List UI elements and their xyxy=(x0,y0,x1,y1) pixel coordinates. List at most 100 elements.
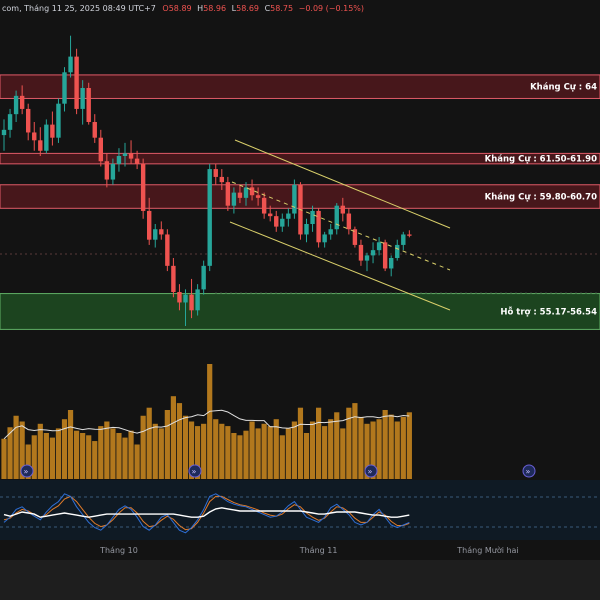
volume-bar xyxy=(267,426,273,479)
volume-bar xyxy=(376,419,382,479)
candle xyxy=(159,221,164,240)
volume-bar xyxy=(13,415,19,479)
candle-body xyxy=(334,205,339,230)
volume-bar xyxy=(98,426,104,479)
candle-body xyxy=(340,205,345,214)
candle-body xyxy=(86,88,91,122)
candle xyxy=(231,187,237,214)
candle-body xyxy=(140,163,146,211)
volume-bar xyxy=(25,444,31,479)
l-label: L xyxy=(232,4,237,13)
header-prefix: com, Tháng 11 25, 2025 08:49 UTC+7 xyxy=(2,4,156,13)
candle-body xyxy=(116,156,122,164)
candle xyxy=(86,82,91,125)
chevron-marker-icon: » xyxy=(20,464,34,478)
svg-text:»: » xyxy=(24,467,29,476)
volume-average-line xyxy=(3,409,410,440)
candle-body xyxy=(376,242,382,251)
volume-bar xyxy=(170,396,176,479)
change-value: −0.09 (−0.15%) xyxy=(299,4,364,13)
volume-bar xyxy=(195,426,201,479)
candle-body xyxy=(358,244,364,261)
candle-body xyxy=(346,213,352,230)
candle-body xyxy=(189,294,194,311)
candle xyxy=(370,242,376,264)
candle xyxy=(255,187,261,206)
candle-body xyxy=(328,229,333,235)
volume-bar xyxy=(328,419,334,479)
volume-markers[interactable]: » » » » xyxy=(20,464,536,478)
candle xyxy=(334,203,339,235)
candle-body xyxy=(165,234,170,266)
candle xyxy=(219,169,224,190)
candle-body xyxy=(382,242,388,269)
candle-body xyxy=(401,234,406,245)
svg-text:»: » xyxy=(192,467,197,476)
candle xyxy=(7,108,13,138)
candle-body xyxy=(389,258,394,269)
channel-mid-line xyxy=(231,181,451,271)
resistance-zone-59-label: Kháng Cự : 59.80-60.70 xyxy=(485,193,597,203)
candle-body xyxy=(261,197,267,214)
c-value: 58.75 xyxy=(270,4,293,13)
candle-body xyxy=(322,234,327,243)
volume-bar xyxy=(74,430,80,479)
candle-body xyxy=(292,184,297,214)
volume-bar xyxy=(31,435,37,479)
volume-bar xyxy=(86,435,92,479)
candle xyxy=(177,284,182,311)
candle xyxy=(32,122,37,151)
candle-body xyxy=(213,169,218,177)
volume-bar xyxy=(164,410,170,479)
support-zone-55-label: Hỗ trợ : 55.17-56.54 xyxy=(500,306,597,317)
candle xyxy=(274,210,279,232)
volume-bar xyxy=(188,421,195,479)
candle-body xyxy=(13,95,19,115)
candle-body xyxy=(316,210,321,243)
volume-pane xyxy=(1,364,412,479)
volume-bar xyxy=(37,423,43,479)
candle-body xyxy=(104,161,110,180)
oscillator-white-line xyxy=(3,507,410,518)
candle-body xyxy=(225,182,231,206)
volume-bar xyxy=(225,426,231,479)
candle xyxy=(189,278,194,319)
candle-body xyxy=(128,153,134,159)
candle xyxy=(304,218,309,243)
candle xyxy=(171,258,176,298)
volume-bar xyxy=(182,415,189,479)
candle-body xyxy=(304,224,309,235)
candle xyxy=(346,208,352,235)
candle xyxy=(110,158,116,185)
volume-bar xyxy=(61,419,68,479)
ohlc-header: com, Tháng 11 25, 2025 08:49 UTC+7 O58.8… xyxy=(2,4,364,13)
candle xyxy=(68,35,73,78)
candle-body xyxy=(207,169,212,266)
candle-body xyxy=(237,192,243,198)
channel-upper-line xyxy=(234,139,451,229)
candle-body xyxy=(280,218,285,227)
volume-bar xyxy=(176,403,183,479)
candle xyxy=(261,192,267,219)
candle xyxy=(19,85,25,115)
oscillator-pane xyxy=(3,493,410,534)
candle xyxy=(1,119,7,151)
svg-text:»: » xyxy=(526,467,531,476)
volume-bar xyxy=(110,428,116,479)
candle xyxy=(122,142,128,167)
candle-body xyxy=(310,210,315,224)
candle xyxy=(358,239,364,266)
candle xyxy=(401,231,406,251)
chevron-marker-icon: » xyxy=(188,464,202,478)
x-tick-label: Tháng 10 xyxy=(99,546,138,555)
candle-body xyxy=(268,213,273,217)
resistance-zone-64 xyxy=(0,74,600,99)
time-axis: Tháng 10 Tháng 11 Tháng Mười hai xyxy=(99,545,519,555)
volume-bar xyxy=(285,428,291,479)
volume-bar xyxy=(316,407,322,479)
footer-bar xyxy=(0,560,600,600)
volume-bar xyxy=(243,430,249,479)
h-label: H xyxy=(197,4,203,13)
resistance-zone-64-label: Kháng Cự : 64 xyxy=(530,83,597,93)
